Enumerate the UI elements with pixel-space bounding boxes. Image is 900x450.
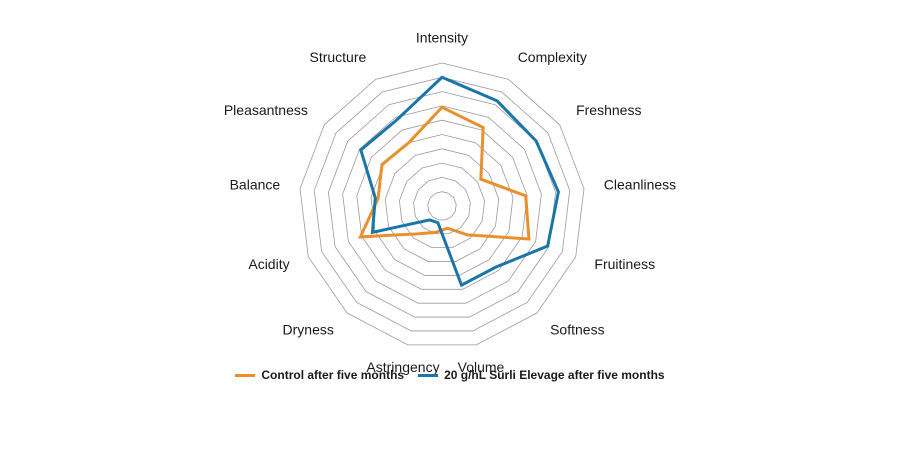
grid-ring-1 [427,191,457,221]
axis-label-volume: Volume [458,359,505,375]
axis-label-cleanliness: Cleanliness [604,177,676,193]
grid-ring-2 [413,176,471,235]
grid-ring-6 [356,119,528,290]
axis-label-acidity: Acidity [248,256,289,272]
legend-swatch-control [235,373,256,377]
axis-label-freshness: Freshness [576,102,641,118]
axis-label-softness: Softness [550,322,604,338]
series-line-surli [359,75,560,288]
axis-label-structure: Structure [309,49,366,65]
grid-ring-4 [384,148,500,262]
legend-item-control: Control after five months [235,368,404,382]
axis-label-fruitiness: Fruitiness [594,256,655,272]
axis-label-intensity: Intensity [416,30,468,46]
axis-label-complexity: Complexity [518,49,587,65]
legend-swatch-surli [418,373,439,377]
legend-label-control: Control after five months [261,368,405,382]
grid-ring-7 [342,105,542,304]
legend: Control after five months 20 g/hL Surli … [0,368,900,382]
axis-label-dryness: Dryness [283,322,334,338]
axis-label-astringency: Astringency [366,359,439,375]
grid-ring-10 [299,62,585,346]
axis-label-balance: Balance [230,177,281,193]
grid-ring-9 [313,76,571,332]
radar-grid [299,62,585,346]
radar-series [358,75,560,288]
legend-label-surli: 20 g/hL Surli Elevage after five months [444,368,665,382]
grid-ring-3 [399,162,485,249]
axis-label-pleasantness: Pleasantness [224,102,308,118]
legend-item-surli: 20 g/hL Surli Elevage after five months [418,368,665,382]
axis-labels: Intensity Complexity Freshness Cleanliness F… [224,30,676,375]
